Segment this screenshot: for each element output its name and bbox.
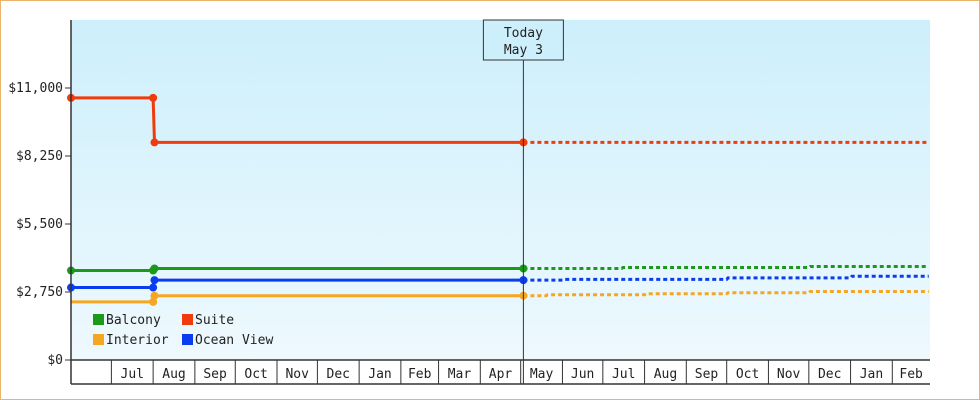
series-ocean-view — [67, 274, 929, 292]
month-label-3: Sep — [203, 367, 227, 382]
month-label-18: Dec — [818, 367, 841, 382]
legend-swatch-balcony — [93, 314, 104, 325]
data-point-suite-2 — [150, 138, 159, 147]
y-tick-label-2: $5,500 — [16, 217, 63, 232]
month-label-5: Nov — [285, 367, 309, 382]
today-label-line1: Today — [504, 26, 543, 41]
series-layer — [67, 93, 929, 306]
data-point-ocean-view-1 — [149, 283, 158, 292]
today-label-line2: May 3 — [504, 43, 543, 58]
month-label-16: Oct — [736, 367, 759, 382]
legend-item-suite: Suite — [182, 313, 234, 328]
y-tick-label-4: $11,000 — [8, 81, 63, 96]
month-label-10: Apr — [489, 367, 513, 382]
month-label-19: Jan — [860, 367, 883, 382]
legend-item-ocean-view: Ocean View — [182, 333, 273, 348]
month-label-8: Feb — [408, 367, 432, 382]
forecast-line-ocean-view — [523, 274, 929, 282]
month-label-17: Nov — [777, 367, 801, 382]
axes: $0 $2,750 $5,500 $8,250 $11,000 Jul Aug Sep Oct N… — [8, 20, 930, 385]
legend-item-balcony: Balcony — [93, 313, 161, 328]
data-point-interior-1 — [150, 291, 159, 300]
month-label-4: Oct — [244, 367, 267, 382]
month-label-20: Feb — [899, 367, 923, 382]
data-point-balcony-2 — [150, 264, 159, 273]
legend-label-ocean-view: Ocean View — [195, 333, 273, 348]
month-label-12: Jun — [571, 367, 594, 382]
series-suite — [67, 93, 929, 147]
month-label-7: Jan — [368, 367, 391, 382]
month-label-11: May — [530, 367, 554, 382]
y-tick-label-0: $0 — [47, 353, 63, 368]
legend-label-interior: Interior — [106, 333, 169, 348]
legend-swatch-interior — [93, 334, 104, 345]
today-marker: Today May 3 — [482, 19, 564, 384]
today-label-box — [482, 19, 564, 61]
forecast-line-interior — [523, 290, 929, 298]
plot-background — [71, 20, 930, 360]
y-tick-label-1: $2,750 — [16, 285, 63, 300]
data-point-interior-0 — [149, 297, 158, 306]
data-point-ocean-view-2 — [150, 276, 159, 285]
legend-swatch-ocean-view — [182, 334, 193, 345]
month-label-6: Dec — [327, 367, 350, 382]
month-label-9: Mar — [448, 367, 472, 382]
legend-label-balcony: Balcony — [106, 313, 161, 328]
legend-label-suite: Suite — [195, 313, 234, 328]
month-label-15: Sep — [695, 367, 719, 382]
month-label-2: Aug — [162, 367, 185, 382]
legend: Balcony Suite Interior Ocean View — [93, 313, 273, 348]
month-label-14: Aug — [654, 367, 677, 382]
legend-item-interior: Interior — [93, 333, 169, 348]
month-label-1: Jul — [121, 367, 144, 382]
series-line-suite — [71, 96, 524, 144]
legend-swatch-suite — [182, 314, 193, 325]
month-label-13: Jul — [612, 367, 635, 382]
series-interior — [71, 290, 929, 306]
data-point-suite-1 — [149, 93, 158, 102]
forecast-line-balcony — [523, 265, 929, 270]
y-tick-label-3: $8,250 — [16, 149, 63, 164]
